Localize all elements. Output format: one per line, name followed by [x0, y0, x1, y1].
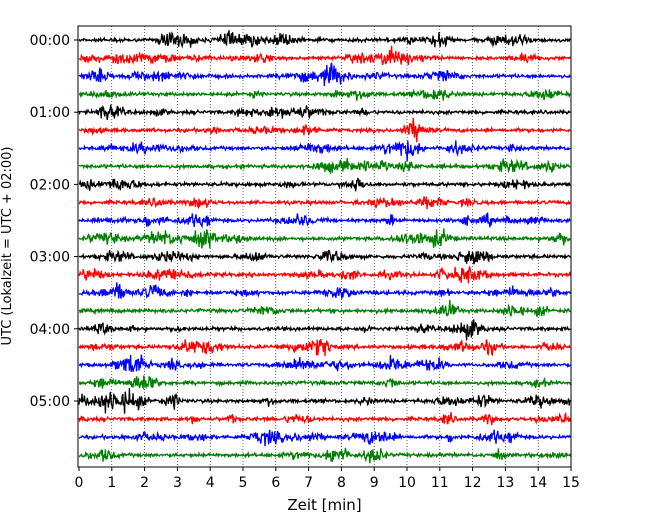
- trace-line: [78, 228, 571, 249]
- x-tick-label: 3: [173, 475, 182, 491]
- x-tick-label: 1: [107, 475, 116, 491]
- trace-line: [78, 429, 572, 447]
- x-tick-label: 10: [398, 475, 416, 491]
- trace-line: [78, 249, 571, 265]
- y-axis-ticks: 00:00 01:00 02:00 03:00 04:00 05:00: [30, 33, 78, 410]
- x-tick-label: 2: [140, 475, 149, 491]
- x-axis-label: Zeit [min]: [287, 496, 361, 514]
- trace-line: [78, 266, 572, 284]
- y-tick-label: 04:00: [30, 322, 70, 338]
- trace-line: [78, 411, 572, 426]
- y-tick-label: 02:00: [30, 177, 70, 193]
- x-tick-label: 13: [496, 475, 514, 491]
- x-tick-label: 12: [464, 475, 482, 491]
- y-tick-label: 03:00: [30, 250, 70, 266]
- trace-line: [78, 62, 571, 87]
- trace-line: [78, 282, 572, 300]
- plot-frame: [77, 25, 572, 468]
- trace-line: [78, 30, 571, 49]
- x-tick-label: 0: [75, 475, 84, 491]
- x-tick-label: 9: [370, 475, 379, 491]
- trace-line: [78, 45, 571, 66]
- trace-line: [78, 338, 571, 357]
- trace-line: [78, 104, 571, 120]
- trace-line: [78, 88, 571, 101]
- x-tick-label: 8: [337, 475, 346, 491]
- trace-line: [78, 319, 571, 341]
- x-tick-label: 14: [529, 475, 547, 491]
- x-tick-label: 11: [431, 475, 449, 491]
- trace-line: [78, 299, 571, 317]
- trace-line: [78, 196, 571, 210]
- y-tick-label: 00:00: [30, 33, 70, 49]
- trace-line: [78, 354, 571, 372]
- x-axis-ticks: 0 1 2 3 4 5 6 7 8 9 10 11 12 13 14 15: [75, 467, 580, 491]
- x-tick-label: 5: [239, 475, 248, 491]
- y-axis-label: UTC (Lokalzeit = UTC + 02:00): [0, 147, 15, 346]
- trace-line: [78, 388, 572, 414]
- trace-line: [78, 212, 571, 229]
- trace-line: [78, 447, 572, 464]
- trace-line: [78, 140, 571, 162]
- x-tick-label: 7: [304, 475, 313, 491]
- trace-line: [78, 375, 572, 391]
- trace-line: [78, 117, 571, 143]
- x-tick-label: 4: [206, 475, 215, 491]
- x-tick-label: 15: [562, 475, 580, 491]
- trace-line: [78, 157, 571, 175]
- y-tick-label: 01:00: [30, 105, 70, 121]
- x-tick-label: 6: [271, 475, 280, 491]
- trace-group: [78, 30, 572, 464]
- trace-line: [78, 177, 571, 192]
- y-tick-label: 05:00: [30, 394, 70, 410]
